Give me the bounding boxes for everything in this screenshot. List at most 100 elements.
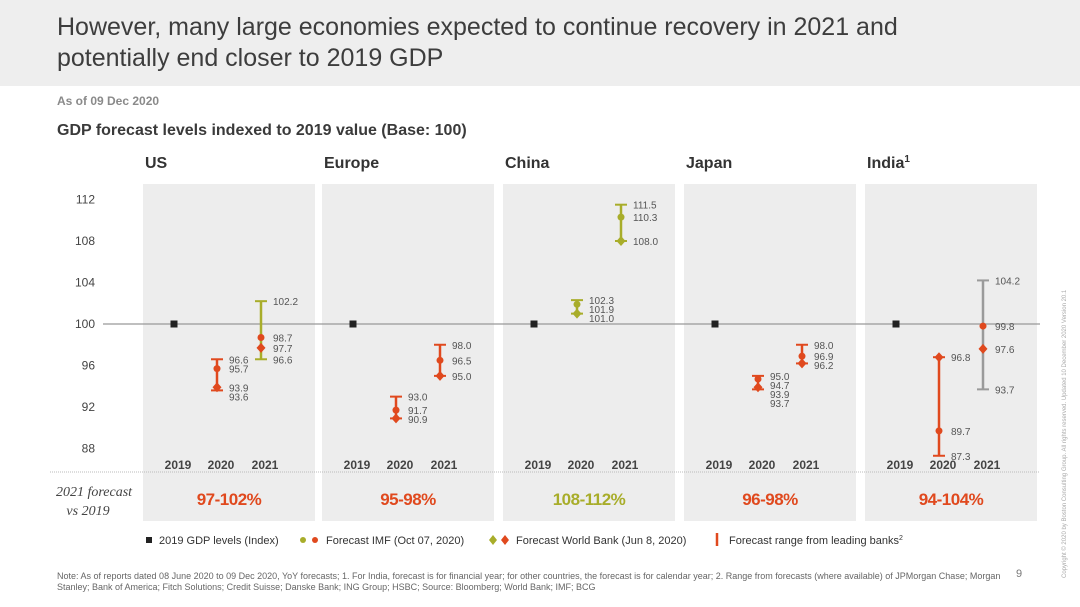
value-label-2021-us: 98.7 — [273, 333, 293, 344]
year-label-2019: 2019 — [165, 458, 192, 472]
year-label-2019: 2019 — [344, 458, 371, 472]
imf-marker-2020-europe — [392, 406, 400, 414]
value-label-2020-us: 93.9 — [229, 383, 249, 394]
worldbank-marker-2021-europe — [435, 370, 445, 381]
value-label-2021-china: 110.3 — [633, 213, 658, 224]
year-label-2019: 2019 — [706, 458, 733, 472]
forecast-range-europe: 95-98% — [380, 490, 436, 509]
legend-diamond-red-icon — [501, 535, 509, 545]
year-label-2020: 2020 — [387, 458, 414, 472]
year-label-2021: 2021 — [612, 458, 639, 472]
index-marker-2019-china — [530, 320, 538, 328]
value-label-2020-us: 95.7 — [229, 365, 249, 376]
imf-marker-2021-china — [617, 213, 625, 221]
legend-label-worldbank: Forecast World Bank (Jun 8, 2020) — [516, 535, 686, 547]
panel-us — [143, 184, 315, 521]
value-label-2021-europe: 95.0 — [452, 372, 472, 383]
imf-marker-2020-china — [573, 300, 581, 308]
value-label-2020-japan: 94.7 — [770, 381, 790, 392]
value-label-2021-europe: 96.5 — [452, 356, 472, 367]
worldbank-marker-2021-china — [616, 236, 626, 246]
y-tick-label: 92 — [82, 400, 96, 414]
page-number: 9 — [1016, 568, 1023, 580]
value-label-2021-japan: 96.2 — [814, 361, 834, 372]
imf-marker-2021-india — [979, 322, 987, 330]
legend-label-imf: Forecast IMF (Oct 07, 2020) — [326, 535, 464, 547]
forecast-range-india: 94-104% — [919, 490, 984, 509]
forecast-range-us: 97-102% — [197, 490, 262, 509]
value-label-2020-europe: 93.0 — [408, 393, 428, 404]
value-label-2021-china: 111.5 — [633, 201, 657, 212]
worldbank-marker-2020-india — [934, 352, 944, 363]
year-label-2019: 2019 — [525, 458, 552, 472]
value-label-2021-china: 108.0 — [633, 237, 658, 248]
value-label-2021-india: 97.6 — [995, 345, 1015, 356]
worldbank-marker-2021-india — [978, 343, 988, 354]
panel-europe — [322, 184, 494, 521]
region-name-china: China — [505, 155, 550, 172]
copyright-notice: Copyright © 2020 by Boston Consulting Gr… — [1062, 289, 1068, 578]
year-label-2020: 2020 — [568, 458, 595, 472]
index-marker-2019-europe — [349, 320, 357, 328]
value-label-2020-india: 89.7 — [951, 427, 971, 438]
y-tick-label: 88 — [82, 442, 96, 456]
footnote: Note: As of reports dated 08 June 2020 t… — [57, 571, 1001, 592]
legend-circle-red-icon — [312, 537, 318, 543]
value-label-2020-us: 96.6 — [229, 355, 249, 366]
value-label-2021-us: 96.6 — [273, 355, 293, 366]
index-marker-2019-japan — [711, 320, 719, 328]
value-label-2020-china: 101.9 — [589, 305, 614, 316]
value-label-2021-us: 97.7 — [273, 344, 293, 355]
header-band — [0, 0, 1080, 86]
year-label-2020: 2020 — [208, 458, 235, 472]
value-label-2021-us: 102.2 — [273, 297, 298, 308]
legend-square-icon — [146, 537, 152, 543]
imf-marker-2020-japan — [754, 375, 762, 383]
worldbank-marker-2020-us — [212, 382, 222, 393]
imf-marker-2020-us — [213, 365, 221, 373]
region-name-japan: Japan — [686, 155, 732, 172]
panel-india — [865, 184, 1037, 521]
worldbank-marker-2020-japan — [753, 382, 763, 393]
value-label-2020-china: 102.3 — [589, 296, 614, 307]
legend-label-range: Forecast range from leading banks2 — [729, 535, 903, 547]
y-tick-label: 100 — [75, 317, 95, 331]
forecast-row-label-line1: 2021 forecast — [56, 485, 133, 500]
imf-marker-2020-india — [935, 427, 943, 435]
chart-title: GDP forecast levels indexed to 2019 valu… — [57, 122, 467, 139]
panel-japan — [684, 184, 856, 521]
value-label-2020-japan: 93.9 — [770, 390, 790, 401]
value-label-2021-india: 93.7 — [995, 385, 1015, 396]
value-label-2021-india: 104.2 — [995, 276, 1020, 287]
value-label-2021-europe: 98.0 — [452, 341, 472, 352]
year-label-2020: 2020 — [749, 458, 776, 472]
region-name-europe: Europe — [324, 155, 379, 172]
imf-marker-2021-japan — [798, 352, 806, 360]
y-tick-label: 112 — [76, 193, 95, 207]
value-label-2020-india: 87.3 — [951, 452, 971, 463]
year-label-2021: 2021 — [431, 458, 458, 472]
value-label-2020-china: 101.0 — [589, 314, 614, 325]
worldbank-marker-2021-japan — [797, 358, 807, 369]
y-tick-label: 104 — [75, 276, 95, 290]
page-title: However, many large economies expected t… — [57, 13, 898, 72]
worldbank-marker-2020-china — [572, 308, 582, 319]
index-marker-2019-india — [892, 320, 900, 328]
index-marker-2019-us — [170, 320, 178, 328]
forecast-range-japan: 96-98% — [742, 490, 798, 509]
legend-label-index: 2019 GDP levels (Index) — [159, 535, 279, 547]
forecast-range-china: 108-112% — [553, 490, 626, 509]
value-label-2020-japan: 95.0 — [770, 372, 790, 383]
year-label-2019: 2019 — [887, 458, 914, 472]
value-label-2020-us: 93.6 — [229, 392, 249, 403]
y-tick-label: 108 — [75, 234, 95, 248]
value-label-2020-europe: 91.7 — [408, 406, 428, 417]
year-label-2020: 2020 — [930, 458, 957, 472]
imf-marker-2021-europe — [436, 356, 444, 364]
value-label-2020-japan: 93.7 — [770, 399, 790, 410]
value-label-2021-japan: 98.0 — [814, 341, 834, 352]
region-name-india: India1 — [867, 154, 910, 172]
as-of-date: As of 09 Dec 2020 — [57, 94, 160, 108]
region-name-us: US — [145, 155, 168, 172]
